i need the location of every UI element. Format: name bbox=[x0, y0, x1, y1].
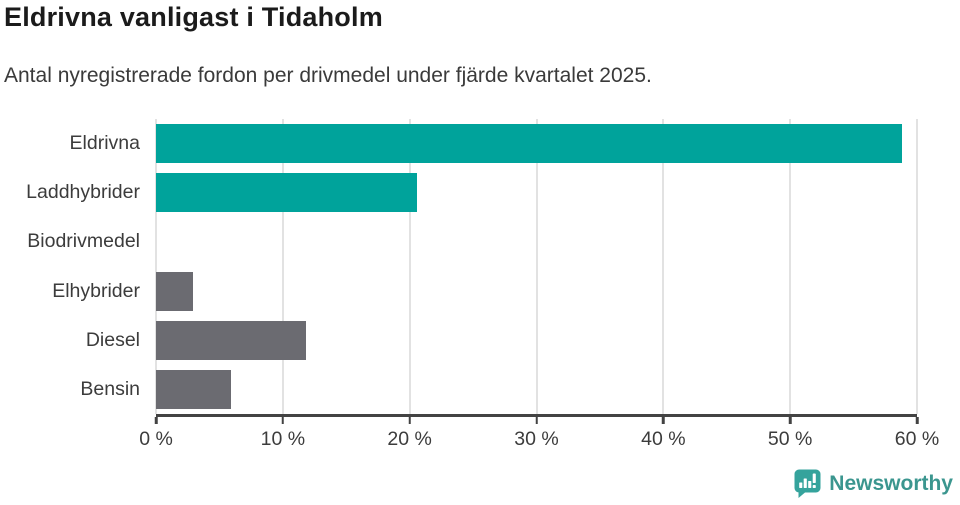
gridline-40 bbox=[662, 119, 665, 414]
category-label-laddhybrider: Laddhybrider bbox=[26, 181, 140, 204]
axis-tick-label-20: 20 % bbox=[387, 428, 432, 450]
bar-row-elhybrider bbox=[156, 267, 917, 316]
bar-bensin bbox=[156, 369, 231, 409]
plot-area: 0 % 10 % 20 % 30 % 40 % 50 % 60 % bbox=[139, 119, 939, 450]
brand-name: Newsworthy bbox=[829, 472, 953, 495]
gridline-10 bbox=[281, 119, 284, 414]
bar-row-laddhybrider bbox=[156, 168, 917, 217]
bars-container bbox=[156, 119, 917, 414]
axis-tick-label-40: 40 % bbox=[641, 428, 686, 450]
bar-row-bensin bbox=[156, 365, 917, 414]
gridline-60 bbox=[916, 119, 918, 414]
gridline-50 bbox=[789, 119, 792, 414]
bar-row-diesel bbox=[156, 316, 917, 365]
chart-title: Eldrivna vanligast i Tidaholm bbox=[4, 2, 383, 32]
axis-tick-10 bbox=[281, 417, 285, 424]
axis-tick-60 bbox=[915, 417, 919, 424]
axis-tick-label-0: 0 % bbox=[139, 428, 173, 450]
axis-tick-label-30: 30 % bbox=[514, 428, 559, 450]
bar-laddhybrider bbox=[156, 173, 418, 213]
category-label-diesel: Diesel bbox=[85, 328, 140, 351]
gridline-0 bbox=[155, 119, 157, 414]
chart-subtitle: Antal nyregistrerade fordon per drivmede… bbox=[4, 64, 652, 87]
axis-tick-50 bbox=[788, 417, 792, 424]
bar-row-biodrivmedel bbox=[156, 217, 917, 266]
bar-row-eldrivna bbox=[156, 119, 917, 168]
axis-tick-30 bbox=[535, 417, 538, 424]
axis-tick-40 bbox=[662, 417, 665, 424]
gridline-20 bbox=[408, 119, 411, 414]
bar-eldrivna bbox=[156, 124, 902, 164]
category-label-column: Eldrivna Laddhybrider Biodrivmedel Elhybrid… bbox=[0, 119, 148, 414]
category-label-eldrivna: Eldrivna bbox=[69, 132, 140, 155]
category-label-biodrivmedel: Biodrivmedel bbox=[27, 230, 140, 253]
axis-tick-20 bbox=[408, 417, 411, 424]
bar-elhybrider bbox=[156, 271, 193, 311]
newsworthy-logo-icon bbox=[794, 469, 821, 498]
gridline-30 bbox=[535, 119, 538, 414]
axis-tick-label-60: 60 % bbox=[894, 428, 940, 450]
axis-tick-label-10: 10 % bbox=[260, 428, 306, 450]
axis-tick-0 bbox=[154, 417, 158, 424]
bar-diesel bbox=[156, 320, 306, 360]
brand-footer: Newsworthy bbox=[794, 469, 953, 499]
axis-tick-label-50: 50 % bbox=[767, 428, 813, 450]
category-label-bensin: Bensin bbox=[80, 377, 140, 400]
category-label-elhybrider: Elhybrider bbox=[52, 279, 140, 302]
